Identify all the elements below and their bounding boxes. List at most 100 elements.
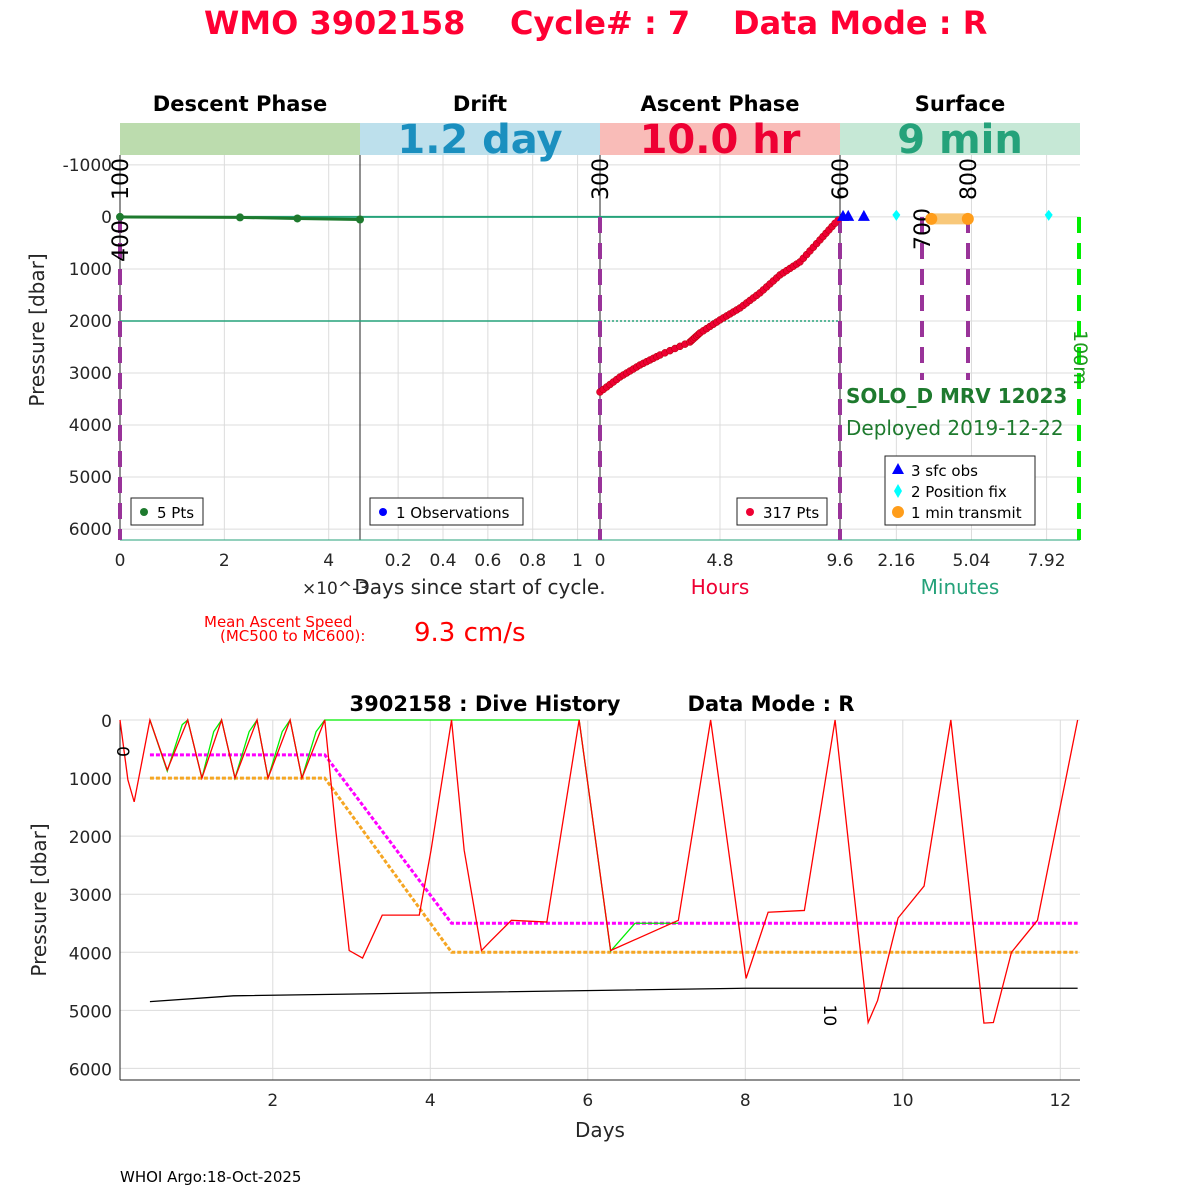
x-tick-label: 2 [267,1091,278,1111]
float-deployed: Deployed 2019-12-22 [846,416,1064,440]
float-model: SOLO_D MRV 12023 [846,384,1067,408]
x-axis-label-minutes: Minutes [921,575,1000,599]
x-tick-label-drift: 0.6 [474,551,501,571]
title-cycle: Cycle# : 7 [510,4,690,42]
phase-name-drift: Drift [453,92,507,116]
position-fix-marker [892,209,901,221]
annotation-label: 0 [112,746,132,757]
phase-bar-descent [120,123,360,155]
y-tick-label: 0 [101,712,112,732]
y-tick-label: 6000 [69,520,112,540]
phase-bar-ascent [600,123,840,155]
legend-label: 3 sfc obs [911,462,978,480]
x-tick-label: 8 [740,1091,751,1111]
x-tick-label-ascent: 9.6 [826,551,853,571]
sfc-obs-marker [842,209,855,221]
figure-title: WMO 3902158 Cycle# : 7 Data Mode : R [204,4,987,42]
mission-code-label: 800 [957,158,982,200]
y-tick-label: 5000 [69,468,112,488]
legend-label: 5 Pts [157,504,194,522]
ascent-speed-label: Mean Ascent Speed [204,613,352,631]
legend-label: 2 Position fix [911,483,1007,501]
legend-marker [379,508,387,516]
footer-credit: WHOI Argo:18-Oct-2025 [120,1168,301,1186]
descent-point [116,212,124,221]
chart-title-mode: Data Mode : R [688,692,855,716]
legend-drift [369,497,524,526]
phase-duration-surface: 9 min [897,117,1023,163]
mission-code-label: 100m [1069,330,1091,385]
x-tick-label-descent: 2 [219,551,230,571]
legend-marker [894,484,902,498]
y-tick-label: 6000 [69,1060,112,1080]
y-tick-label: 1000 [69,260,112,280]
x-tick-label: 6 [582,1091,593,1111]
x-tick-label: 4 [425,1091,436,1111]
x-tick-label-descent: 4 [323,551,334,571]
phase-name-ascent: Ascent Phase [641,92,800,116]
y-tick-label: -1000 [63,156,112,176]
y-axis-label: Pressure [dbar] [27,823,51,976]
x-tick-label: 12 [1049,1091,1071,1111]
chart-title: 3902158 : Dive History [350,692,621,716]
dive-history-chart: 2 4 6 8 10 12 0 1000 2000 3000 4000 5000 6000 3902158… [27,692,1080,1142]
y-tick-label: 4000 [69,944,112,964]
legend-marker [892,463,904,474]
transmit-marker [925,212,938,225]
series-pressure [119,717,1079,1026]
descent-point [236,213,244,222]
y-tick-label: 0 [101,208,112,228]
descent-point [356,215,364,224]
series-profile [149,776,1078,954]
legend-label: 317 Pts [763,504,819,522]
phase-bar-drift [360,123,600,155]
phase-name-descent: Descent Phase [153,92,327,116]
title-wmo: WMO 3902158 [204,4,465,42]
x-axis-exponent: ×10^-3 [302,579,369,599]
x-tick-label-descent: 0 [115,551,126,571]
mission-code-label: 600 [829,158,854,200]
x-tick-label-surface: 7.92 [1028,551,1066,571]
y-tick-label: 2000 [69,312,112,332]
mission-code-label: 100 [109,158,134,200]
series-bathymetry [149,987,1078,1003]
x-tick-label-drift: 1 [572,551,583,571]
x-axis-label-hours: Hours [691,575,750,599]
legend-label: 1 min transmit [911,504,1022,522]
legend-surface [884,455,1036,526]
legend-marker [140,508,148,516]
y-tick-label: 2000 [69,828,112,848]
x-tick-label-drift: 0.8 [519,551,546,571]
y-tick-label: 1000 [69,770,112,790]
annotation-label: 10 [819,1005,839,1027]
phase-bar-surface [840,123,1080,155]
y-tick-label: 3000 [69,886,112,906]
title-mode: Data Mode : R [733,4,987,42]
legend-marker [892,506,904,518]
x-tick-label-surface: 5.04 [953,551,991,571]
mission-code-label: 300 [589,158,614,200]
legend-marker [746,508,754,516]
x-tick-label-drift: 0.2 [385,551,412,571]
y-tick-label: 4000 [69,416,112,436]
descent-point [293,214,302,223]
ascent-speed-label2: (MC500 to MC600): [220,627,365,645]
y-axis-label: Pressure [dbar] [25,253,49,406]
sfc-obs-marker [857,209,870,221]
y-tick-label: 5000 [69,1002,112,1022]
x-axis-label: Days [575,1118,625,1142]
x-tick-label-surface: 2.16 [877,551,915,571]
legend-label: 1 Observations [396,504,510,522]
ascent-speed-value: 9.3 cm/s [414,618,526,648]
x-tick-label-drift: 0.4 [429,551,456,571]
x-tick-label: 10 [892,1091,914,1111]
descent-line [119,215,361,222]
x-axis-label-days: Days since start of cycle. [354,575,605,599]
x-tick-label-ascent: 4.8 [706,551,733,571]
y-tick-label: 3000 [69,364,112,384]
position-fix-marker [1044,209,1053,221]
x-tick-label-ascent: 0 [595,551,606,571]
transmit-marker [961,212,974,225]
